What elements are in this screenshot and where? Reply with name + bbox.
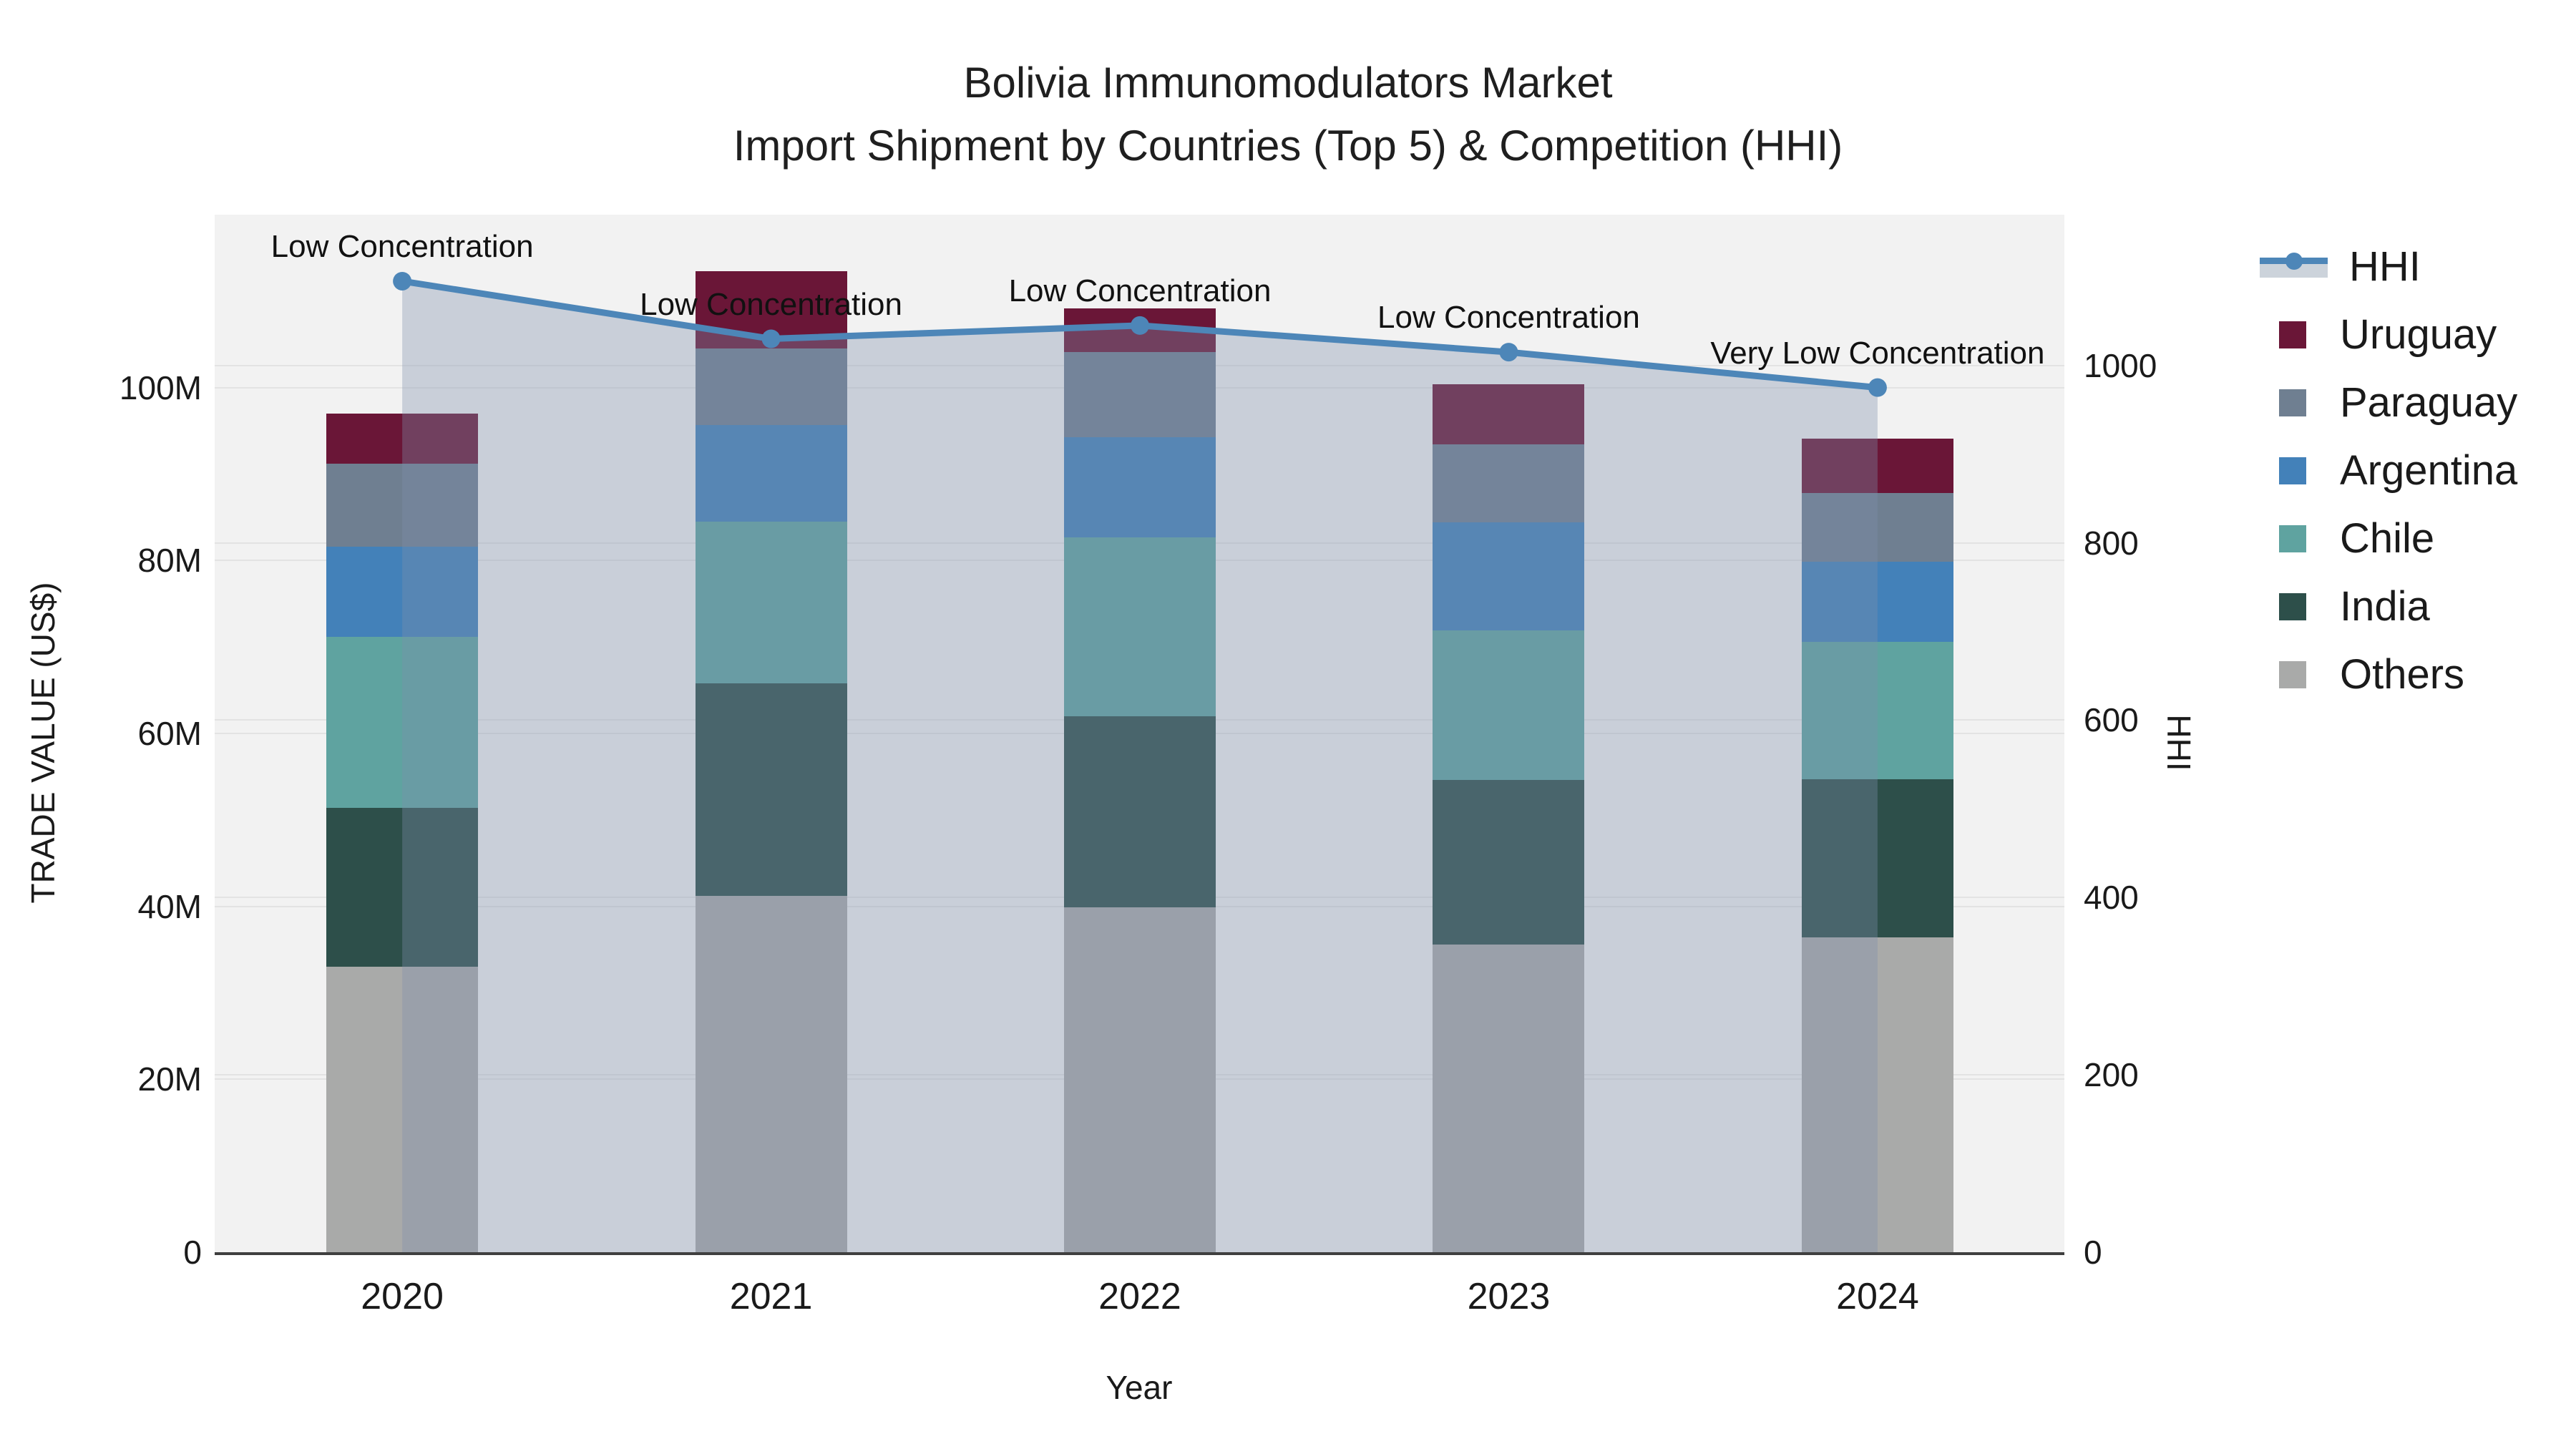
hhi-fill-swatch bbox=[2260, 261, 2328, 278]
x-tick-2021: 2021 bbox=[729, 1276, 813, 1317]
bar-2024-chile[interactable] bbox=[1801, 641, 1953, 780]
x-tick-2024: 2024 bbox=[1836, 1276, 1919, 1317]
hhi-marker-2024[interactable] bbox=[1868, 378, 1887, 397]
hhi-marker-2022[interactable] bbox=[1131, 316, 1150, 335]
x-axis-title: Year bbox=[1106, 1369, 1173, 1406]
legend-swatch-argentina bbox=[2279, 457, 2306, 484]
legend-label-india: India bbox=[2340, 583, 2430, 630]
right-tick-200: 200 bbox=[2084, 1056, 2139, 1094]
legend-item-hhi[interactable]: HHI bbox=[2254, 233, 2517, 301]
left-tick-20M: 20M bbox=[137, 1060, 202, 1098]
bar-2021-argentina[interactable] bbox=[695, 424, 847, 522]
bar-2024-argentina[interactable] bbox=[1801, 561, 1953, 642]
bar-2022-paraguay[interactable] bbox=[1064, 352, 1216, 437]
legend-item-others[interactable]: Others bbox=[2254, 640, 2517, 708]
legend-item-chile[interactable]: Chile bbox=[2254, 504, 2517, 572]
legend-swatch-india bbox=[2279, 592, 2306, 620]
hhi-marker-2020[interactable] bbox=[393, 271, 412, 291]
chart-title-line1: Bolivia Immunomodulators Market bbox=[963, 59, 1613, 107]
legend-label-uruguay: Uruguay bbox=[2340, 311, 2497, 358]
bar-2023-argentina[interactable] bbox=[1433, 522, 1585, 631]
right-axis-title: HHI bbox=[2160, 714, 2197, 771]
legend-item-argentina[interactable]: Argentina bbox=[2254, 436, 2517, 504]
bar-2023-india[interactable] bbox=[1433, 780, 1585, 945]
left-tick-100M: 100M bbox=[119, 369, 202, 406]
legend-swatch-uruguay bbox=[2279, 321, 2306, 348]
hhi-marker-swatch bbox=[2285, 252, 2303, 270]
legend-swatch-others bbox=[2279, 660, 2306, 688]
legend-label-argentina: Argentina bbox=[2340, 447, 2518, 494]
right-tick-1000: 1000 bbox=[2084, 346, 2157, 384]
left-axis-title: TRADE VALUE (US$) bbox=[24, 582, 62, 904]
bar-2021-others[interactable] bbox=[695, 896, 847, 1252]
chart-title-line2: Import Shipment by Countries (Top 5) & C… bbox=[733, 122, 1843, 170]
bar-2022-india[interactable] bbox=[1064, 716, 1216, 907]
right-tick-600: 600 bbox=[2084, 701, 2139, 739]
chart-title: Bolivia Immunomodulators Market Import S… bbox=[0, 52, 2576, 177]
bar-2020-others[interactable] bbox=[326, 967, 479, 1252]
legend-swatch-chile bbox=[2279, 525, 2306, 552]
legend-label-chile: Chile bbox=[2340, 515, 2435, 562]
left-tick-0: 0 bbox=[183, 1234, 202, 1271]
bar-2022-others[interactable] bbox=[1064, 907, 1216, 1252]
left-tick-40M: 40M bbox=[137, 887, 202, 925]
right-tick-0: 0 bbox=[2084, 1234, 2102, 1271]
legend-label-others: Others bbox=[2340, 651, 2465, 698]
bar-2023-uruguay[interactable] bbox=[1433, 384, 1585, 445]
plot-area: Low Concentration Low Concentration Low Co… bbox=[215, 215, 2064, 1255]
bar-2024-paraguay[interactable] bbox=[1801, 493, 1953, 562]
bar-2022-argentina[interactable] bbox=[1064, 436, 1216, 537]
legend: HHI Uruguay Paraguay Argentina Chile India Oth… bbox=[2254, 233, 2517, 708]
annotation-2023: Low Concentration bbox=[1377, 300, 1640, 336]
hhi-marker-2021[interactable] bbox=[761, 329, 781, 348]
legend-item-paraguay[interactable]: Paraguay bbox=[2254, 369, 2517, 436]
legend-swatch-paraguay bbox=[2279, 389, 2306, 416]
hhi-legend-sample-icon bbox=[2260, 252, 2328, 278]
bar-2023-others[interactable] bbox=[1433, 944, 1585, 1252]
bar-2020-argentina[interactable] bbox=[326, 547, 479, 637]
x-tick-2020: 2020 bbox=[361, 1276, 444, 1317]
bar-2021-chile[interactable] bbox=[695, 521, 847, 683]
annotation-2024: Very Low Concentration bbox=[1710, 335, 2045, 371]
bar-2020-india[interactable] bbox=[326, 807, 479, 967]
annotation-2021: Low Concentration bbox=[640, 286, 902, 322]
hhi-line-chart bbox=[393, 271, 1887, 1252]
hhi-area-fill bbox=[402, 280, 1878, 1252]
legend-item-india[interactable]: India bbox=[2254, 572, 2517, 640]
bar-2022-chile[interactable] bbox=[1064, 537, 1216, 716]
x-tick-2022: 2022 bbox=[1098, 1276, 1181, 1317]
x-tick-2023: 2023 bbox=[1467, 1276, 1551, 1317]
left-tick-80M: 80M bbox=[137, 542, 202, 580]
annotation-2022: Low Concentration bbox=[1008, 273, 1272, 308]
bar-2024-uruguay[interactable] bbox=[1801, 438, 1953, 494]
right-tick-800: 800 bbox=[2084, 524, 2139, 562]
bar-2020-chile[interactable] bbox=[326, 636, 479, 808]
annotation-2020: Low Concentration bbox=[270, 228, 534, 264]
legend-label-hhi: HHI bbox=[2349, 243, 2421, 290]
bar-2020-uruguay[interactable] bbox=[326, 413, 479, 464]
hhi-marker-2023[interactable] bbox=[1499, 343, 1518, 362]
bar-2024-others[interactable] bbox=[1801, 937, 1953, 1252]
bar-2023-chile[interactable] bbox=[1433, 630, 1585, 781]
legend-label-paraguay: Paraguay bbox=[2340, 379, 2518, 426]
bar-2020-paraguay[interactable] bbox=[326, 464, 479, 547]
bar-2021-paraguay[interactable] bbox=[695, 348, 847, 425]
bar-2024-india[interactable] bbox=[1801, 779, 1953, 938]
left-tick-60M: 60M bbox=[137, 715, 202, 752]
legend-item-uruguay[interactable]: Uruguay bbox=[2254, 301, 2517, 369]
bar-2023-paraguay[interactable] bbox=[1433, 444, 1585, 523]
bar-2021-india[interactable] bbox=[695, 683, 847, 897]
right-tick-400: 400 bbox=[2084, 879, 2139, 917]
